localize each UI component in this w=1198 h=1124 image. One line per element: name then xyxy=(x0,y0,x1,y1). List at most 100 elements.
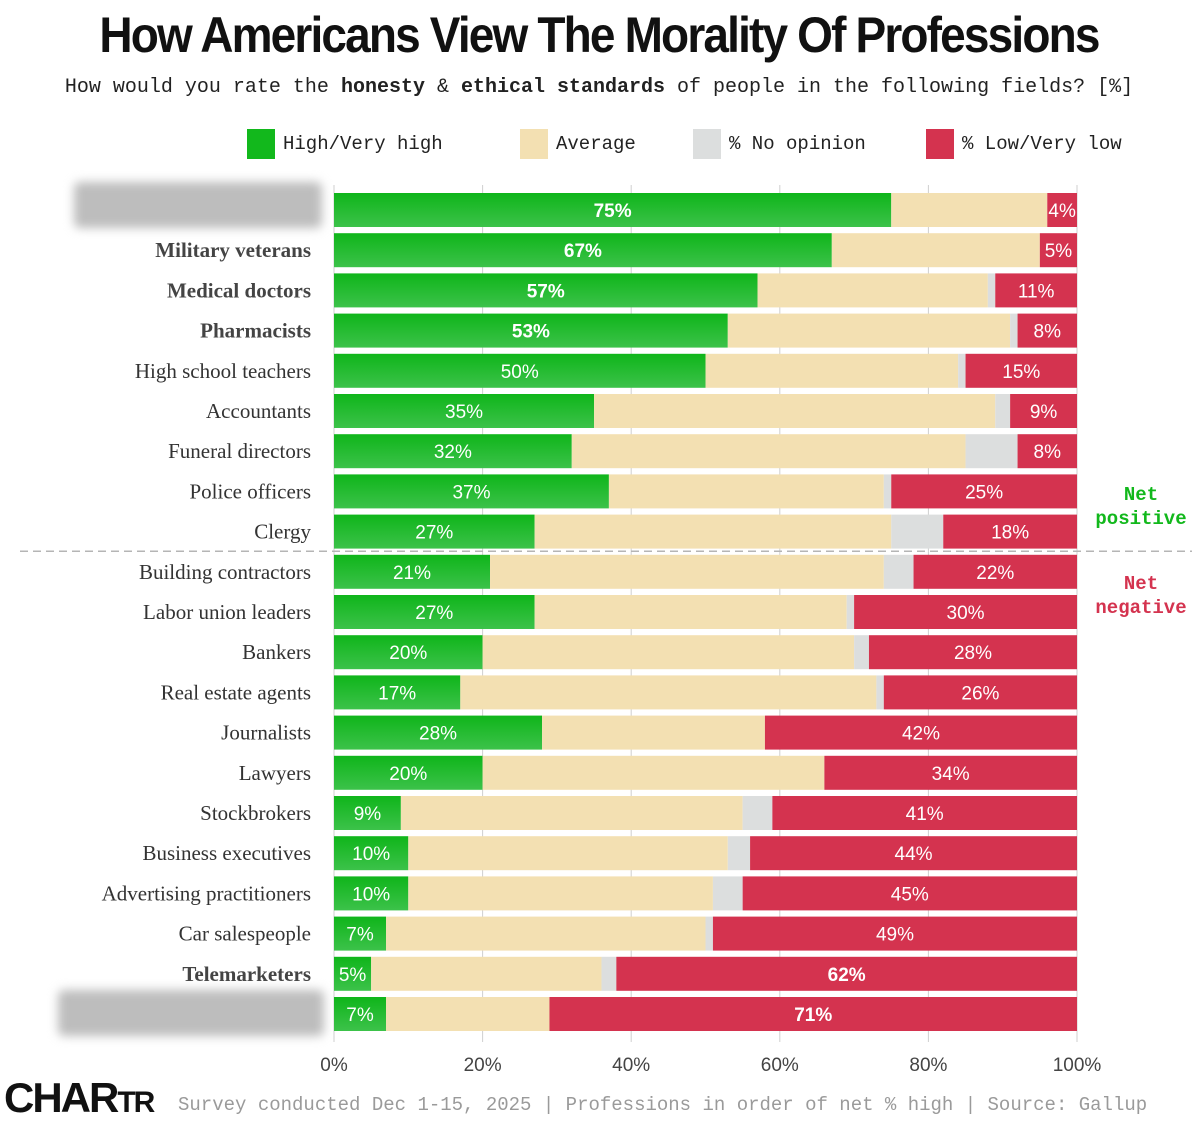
bar-segment-low xyxy=(750,836,1077,871)
bar-segment-no-opinion xyxy=(958,353,966,388)
legend-label-low: % Low/Very low xyxy=(962,133,1122,155)
bar-segment-average xyxy=(371,956,602,991)
subtitle-text: & xyxy=(424,76,461,99)
data-label-high: 37% xyxy=(452,482,490,503)
net-positive-label: positive xyxy=(1095,508,1186,530)
bar-segment-low xyxy=(712,916,1077,951)
bar-segment-no-opinion xyxy=(705,916,713,951)
category-label: Clergy xyxy=(254,520,311,544)
data-label-high: 67% xyxy=(564,241,602,262)
bar-segment-no-opinion xyxy=(883,474,892,509)
bar-segment-low xyxy=(772,796,1077,830)
bar-segment-average xyxy=(831,233,1040,268)
data-label-low: 26% xyxy=(961,683,999,704)
net-negative-label: negative xyxy=(1095,597,1186,619)
legend-swatch-high xyxy=(247,129,275,159)
bar-segment-low xyxy=(913,554,1077,589)
data-label-high: 27% xyxy=(415,603,453,624)
data-label-high: 10% xyxy=(352,844,390,865)
data-label-low: 25% xyxy=(965,482,1003,503)
bar-segment-high xyxy=(334,233,832,268)
bar-segment-high xyxy=(334,474,609,509)
category-label: Bankers xyxy=(242,640,311,664)
category-label: Business executives xyxy=(142,841,311,865)
chartr-logo: CHARTR xyxy=(4,1074,155,1122)
bar-segment-average xyxy=(482,635,855,670)
chart-legend: High/Very high Average % No opinion % Lo… xyxy=(247,128,1167,162)
bar-segment-low xyxy=(1017,434,1077,469)
category-label: Car salespeople xyxy=(179,922,311,946)
legend-label-no-opinion: % No opinion xyxy=(729,133,866,155)
bar-segment-low xyxy=(742,876,1077,911)
legend-swatch-low xyxy=(926,129,954,159)
data-label-low: 9% xyxy=(1030,402,1058,423)
chart-subtitle: How would you rate the honesty & ethical… xyxy=(0,76,1198,99)
bar-segment-average xyxy=(408,836,728,871)
data-label-low: 34% xyxy=(932,764,970,785)
subtitle-emphasis-ethics: ethical standards xyxy=(460,76,666,99)
net-negative-label: Net xyxy=(1124,573,1158,595)
legend-label-high: High/Very high xyxy=(283,133,443,155)
legend-item-average: Average xyxy=(520,128,636,160)
data-label-high: 20% xyxy=(389,764,427,785)
bar-segment-no-opinion xyxy=(712,876,743,911)
data-label-low: 15% xyxy=(1002,362,1040,383)
data-label-low: 28% xyxy=(954,643,992,664)
category-label: Pharmacists xyxy=(200,319,311,343)
bar-segment-high xyxy=(334,193,892,227)
data-label-high: 53% xyxy=(512,322,550,343)
data-label-high: 20% xyxy=(389,643,427,664)
bar-segment-high xyxy=(334,836,409,871)
bar-segment-average xyxy=(571,434,966,469)
data-label-low: 18% xyxy=(991,523,1029,544)
bar-segment-low xyxy=(995,273,1077,308)
bar-segment-no-opinion xyxy=(876,675,884,710)
data-label-low: 30% xyxy=(947,603,985,624)
subtitle-emphasis-honesty: honesty xyxy=(340,76,425,99)
bar-segment-high xyxy=(334,675,461,710)
bar-segment-high xyxy=(334,595,535,629)
data-label-low: 22% xyxy=(976,563,1014,584)
bar-segment-average xyxy=(400,796,743,830)
legend-item-low: % Low/Very low xyxy=(926,128,1122,160)
logo-main: CHAR xyxy=(4,1074,119,1121)
bar-segment-no-opinion xyxy=(995,394,1011,428)
x-tick-label: 100% xyxy=(1053,1055,1102,1076)
bar-segment-low xyxy=(616,956,1077,991)
bar-segment-no-opinion xyxy=(965,434,1018,469)
chart-footer: Survey conducted Dec 1-15, 2025 | Profes… xyxy=(178,1094,1148,1116)
data-label-low: 8% xyxy=(1034,442,1062,463)
bar-segment-low xyxy=(1017,313,1077,348)
legend-swatch-no-opinion xyxy=(693,129,721,159)
bar-segment-low xyxy=(943,514,1077,549)
category-label: Journalists xyxy=(221,721,311,745)
bar-segment-no-opinion xyxy=(883,554,914,589)
bar-segment-low xyxy=(854,595,1077,629)
data-label-low: 49% xyxy=(876,925,914,946)
category-label: Police officers xyxy=(190,479,312,503)
data-label-high: 32% xyxy=(434,442,472,463)
bar-segment-low xyxy=(1047,193,1077,227)
bar-segment-high xyxy=(334,273,758,308)
bar-segment-low xyxy=(965,353,1077,388)
data-label-high: 7% xyxy=(346,1005,374,1026)
bar-segment-low xyxy=(764,715,1077,750)
bar-segment-high xyxy=(334,796,401,830)
bar-segment-high xyxy=(334,715,543,750)
bar-segment-no-opinion xyxy=(846,595,855,629)
bar-segment-low xyxy=(891,474,1077,509)
data-label-low: 8% xyxy=(1034,322,1062,343)
bar-segment-average xyxy=(386,997,550,1031)
bar-segment-no-opinion xyxy=(854,635,869,670)
data-label-low: 41% xyxy=(906,804,944,825)
bar-segment-no-opinion xyxy=(891,514,944,549)
bar-segment-average xyxy=(891,193,1048,227)
net-positive-label: Net xyxy=(1124,484,1158,506)
bar-segment-high xyxy=(334,755,483,790)
bar-segment-average xyxy=(608,474,884,509)
bar-segment-no-opinion xyxy=(742,796,773,830)
bar-segment-average xyxy=(490,554,884,589)
data-label-high: 9% xyxy=(354,804,382,825)
redacted-label-top xyxy=(74,182,322,228)
data-label-low: 42% xyxy=(902,724,940,745)
